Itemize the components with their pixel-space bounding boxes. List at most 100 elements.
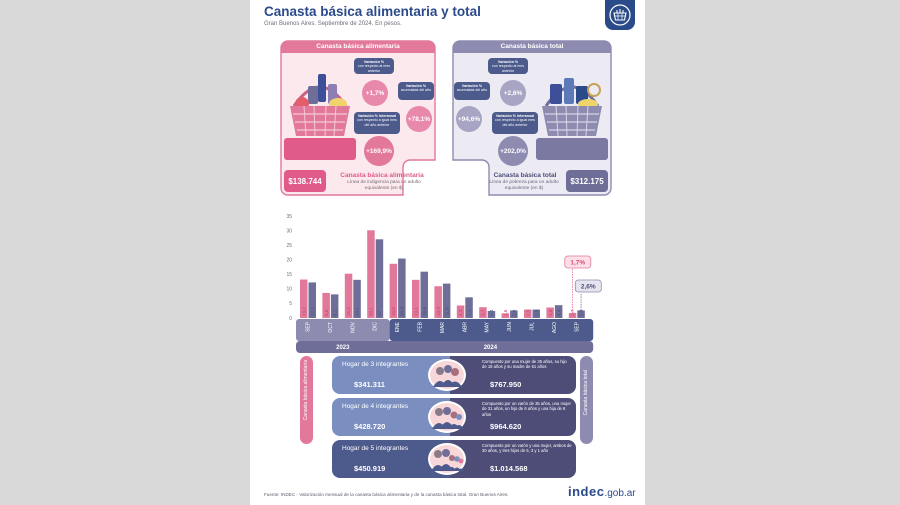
hogar-cba-box: Hogar de 5 integrantes $450.919	[332, 440, 450, 478]
cbt-label: Canasta básica total	[493, 172, 557, 179]
bar-value-label: 7,1	[467, 309, 472, 316]
bar	[344, 273, 353, 318]
hogar-cba-value: $428.720	[354, 422, 386, 431]
bar	[546, 307, 554, 318]
infographic-page: Canasta básica alimentaria y total Gran …	[250, 0, 645, 505]
hogar-row-4: Hogar de 4 integrantes $428.720 Compuest…	[332, 398, 576, 436]
bar	[375, 239, 384, 318]
bar	[300, 279, 308, 318]
y-tick-label: 30	[286, 228, 292, 234]
y-tick-label: 35	[286, 214, 292, 220]
bar-value-label: 11,8	[444, 307, 449, 316]
cba-label: Canasta básica alimentaria	[340, 172, 424, 179]
bar-value-label: 12,2	[310, 307, 315, 316]
bar	[420, 271, 428, 318]
cbt-pill-interanual: Variación % interanual con respecto a ig…	[492, 112, 538, 134]
cbt-panel: Canasta básica total Variación % con res…	[452, 40, 612, 196]
hogar-cbt-value: $964.620	[490, 422, 522, 431]
bar	[577, 310, 585, 318]
hogar-desc: Compuesto por una mujer de 35 años, su h…	[482, 359, 567, 370]
bar-value-label: 3,6	[548, 309, 553, 316]
callout-box	[574, 279, 602, 293]
source-note: Fuente: INDEC - Valorización mensual de …	[264, 492, 509, 497]
cbt-pill-acum-sub: acumulada del año	[456, 88, 488, 93]
hogar-cbt-box: Compuesto por un varón y una mujer, ambo…	[450, 440, 576, 478]
bar-value-label: 13,2	[301, 307, 306, 316]
x-tick-label: OCT	[328, 322, 334, 333]
x-tick-label: JUL	[530, 322, 536, 331]
x-tick-label: ENE	[395, 321, 401, 332]
bar-value-label: 20,4	[399, 307, 404, 316]
cbt-pill-mensual-sub: con respecto al mes anterior	[491, 64, 525, 73]
y-tick-label: 5	[289, 301, 292, 307]
cba-pill-acum-sub: acumulada del año	[400, 88, 432, 93]
bar	[532, 309, 540, 318]
cba-value-mensual: +1,7%	[362, 80, 388, 106]
hogar-row-3: Hogar de 3 integrantes $341.311 Compuest…	[332, 356, 576, 394]
hogar-cba-value: $341.311	[354, 380, 385, 389]
page-title: Canasta básica alimentaria y total	[264, 4, 481, 19]
goods-basket-illustration	[536, 78, 608, 160]
cbt-value-interanual: +202,0%	[498, 136, 528, 166]
callout-label: 1,7%	[570, 260, 585, 267]
cba-pill-interanual: Variación % interanual con respecto a ig…	[354, 112, 400, 134]
hogar-cba-value: $450.919	[354, 464, 386, 473]
hogar-desc: Compuesto por un varón y una mujer, ambo…	[482, 443, 572, 454]
y-tick-label: 25	[286, 243, 292, 249]
bar-value-label: 1,6	[503, 309, 508, 316]
bar-value-label: 2,9	[534, 309, 539, 316]
x-tick-label: MAR	[440, 322, 446, 334]
cbt-desc: Línea de pobreza para un adulto equivale…	[489, 180, 559, 191]
page-subtitle: Gran Buenos Aires. Septiembre de 2024. E…	[264, 21, 402, 27]
cba-pill-mensual: Variación % con respecto al mes anterior	[354, 58, 394, 74]
cbt-pill-acum-title: Variación %	[461, 84, 483, 88]
cba-value-acum: +78,1%	[406, 106, 432, 132]
cba-pill-acum: Variación % acumulada del año	[398, 82, 434, 100]
year-band-2024	[389, 319, 594, 341]
indec-logo-suffix: .gob.ar	[604, 488, 636, 499]
bar	[524, 309, 532, 318]
bar-value-label: 15,2	[346, 307, 351, 316]
x-tick-label: JUN	[507, 322, 513, 332]
bar	[308, 282, 316, 318]
x-tick-label: ABR	[462, 322, 468, 333]
y-tick-label: 0	[289, 316, 292, 322]
x-tick-label: MAY	[485, 321, 491, 332]
family-icon	[428, 443, 466, 475]
x-tick-label: SEP	[306, 321, 312, 332]
hogar-cbt-box: Compuesto por una mujer de 35 años, su h…	[450, 356, 576, 394]
monthly-variation-chart: 0 5 10 15 20 25 30 35 2023 2024 13,2 12,2 SEP 8,6 8,1 O…	[286, 214, 602, 353]
year-label: 2023	[336, 345, 350, 351]
year-strip	[296, 341, 594, 353]
bar-value-label: 8,1	[332, 309, 337, 316]
x-tick-label: FEB	[418, 321, 424, 331]
y-tick-label: 15	[286, 272, 292, 278]
side-tab-cbt: Canasta básica total	[580, 356, 593, 444]
cba-value-interanual: +169,9%	[364, 136, 394, 166]
bar-value-label: 2,6	[579, 309, 584, 316]
bar	[442, 283, 451, 318]
cbt-value: $312.175	[566, 170, 608, 192]
x-tick-label: SEP	[574, 321, 580, 332]
year-label: 2024	[484, 345, 498, 351]
callout-label: 2,6%	[581, 284, 596, 291]
cba-pill-interanual-sub: con respecto a igual mes del año anterio…	[357, 118, 397, 127]
x-tick-label: AGO	[552, 322, 558, 333]
hogar-label: Hogar de 5 integrantes	[342, 445, 409, 452]
cba-pill-mensual-title: Variación %	[363, 60, 385, 64]
bar	[554, 305, 563, 318]
side-tab-cba: Canasta básica alimentaria	[300, 356, 313, 444]
bar-value-label: 8,6	[324, 309, 329, 316]
bar-value-label: 27	[377, 310, 382, 316]
bar	[398, 258, 406, 318]
hogar-label: Hogar de 4 integrantes	[342, 403, 409, 410]
bar	[322, 292, 330, 318]
year-band-2023	[296, 319, 390, 341]
hogar-cbt-value: $767.950	[490, 380, 522, 389]
side-tab-cbt-label: Canasta básica total	[583, 370, 589, 416]
cbt-pill-acum: Variación % acumulada del año	[454, 82, 490, 100]
bar-value-label: 2,9	[525, 309, 530, 316]
bar	[434, 286, 442, 318]
bar-value-label: 13,1	[355, 307, 360, 316]
bar	[412, 279, 420, 318]
